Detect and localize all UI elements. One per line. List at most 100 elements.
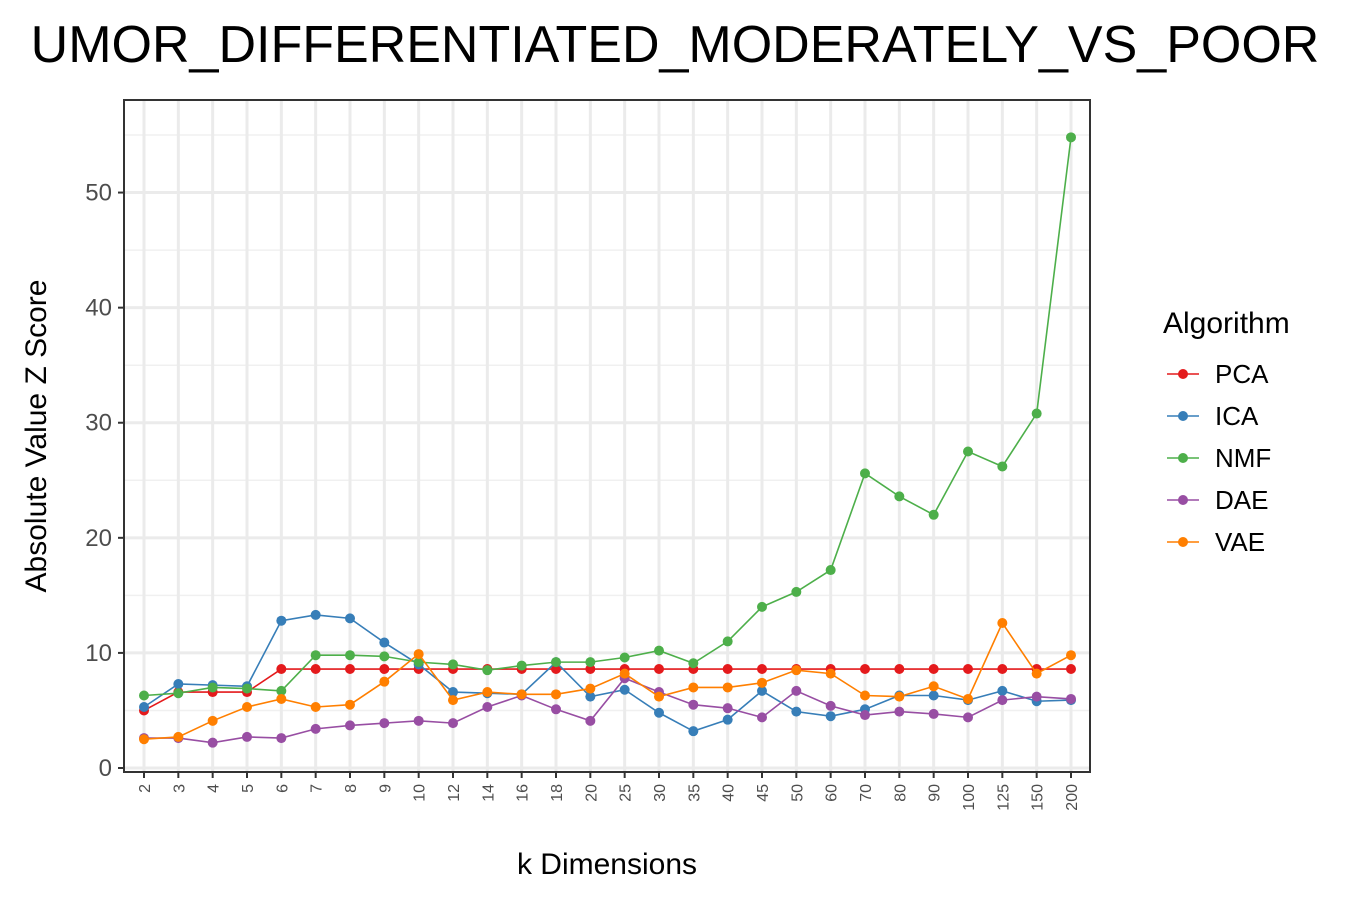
x-tick-label: 200 bbox=[1064, 784, 1081, 811]
x-tick-label: 9 bbox=[377, 784, 394, 793]
data-point-vae bbox=[722, 682, 733, 693]
data-point-nmf bbox=[688, 658, 699, 669]
data-point-dae bbox=[894, 706, 905, 717]
data-point-dae bbox=[860, 710, 870, 721]
x-tick-label: 150 bbox=[1030, 784, 1047, 811]
data-point-nmf bbox=[173, 688, 184, 699]
data-point-dae bbox=[551, 704, 561, 715]
data-point-vae bbox=[688, 682, 699, 693]
data-point-vae bbox=[482, 687, 493, 698]
data-point-vae bbox=[413, 649, 424, 660]
data-point-ica bbox=[825, 711, 836, 722]
data-point-dae bbox=[482, 702, 493, 713]
x-tick-label: 30 bbox=[652, 784, 669, 802]
legend-item-ica: ICA bbox=[1167, 401, 1259, 431]
legend-label: PCA bbox=[1215, 359, 1269, 389]
data-point-vae bbox=[551, 689, 561, 700]
data-point-dae bbox=[1066, 693, 1076, 704]
data-point-vae bbox=[757, 677, 767, 688]
legend-label: VAE bbox=[1215, 527, 1265, 557]
data-point-nmf bbox=[482, 665, 493, 676]
data-point-vae bbox=[139, 734, 149, 745]
data-point-dae bbox=[688, 699, 699, 710]
data-point-nmf bbox=[791, 586, 802, 597]
data-point-vae bbox=[173, 731, 184, 742]
x-tick-label: 60 bbox=[824, 784, 841, 802]
series-nmf bbox=[139, 132, 1076, 701]
data-point-pca bbox=[310, 664, 321, 675]
data-point-pca bbox=[963, 664, 973, 675]
x-tick-label: 40 bbox=[721, 784, 738, 802]
data-point-dae bbox=[722, 703, 733, 714]
data-point-vae bbox=[654, 691, 664, 702]
data-point-ica bbox=[654, 707, 664, 718]
x-tick-label: 12 bbox=[446, 784, 463, 802]
data-point-vae bbox=[791, 665, 802, 676]
data-point-vae bbox=[963, 693, 973, 704]
x-tick-label: 80 bbox=[892, 784, 909, 802]
data-point-nmf bbox=[345, 650, 355, 661]
x-tick-label: 125 bbox=[995, 784, 1012, 811]
data-point-dae bbox=[928, 708, 939, 719]
data-point-vae bbox=[310, 702, 321, 713]
plot-border bbox=[123, 99, 1091, 773]
x-tick-label: 25 bbox=[618, 784, 635, 802]
x-tick-label: 45 bbox=[755, 784, 772, 802]
data-point-ica bbox=[276, 615, 287, 626]
legend-key-point bbox=[1178, 453, 1188, 463]
data-point-nmf bbox=[963, 446, 973, 457]
data-point-ica bbox=[997, 685, 1008, 696]
data-point-dae bbox=[448, 718, 458, 729]
grid-lines bbox=[124, 100, 1090, 772]
series-line-ica bbox=[143, 614, 1072, 733]
legend-item-vae: VAE bbox=[1167, 527, 1265, 557]
data-point-vae bbox=[345, 699, 355, 710]
data-point-dae bbox=[1031, 691, 1042, 702]
x-tick-label: 7 bbox=[309, 784, 326, 793]
data-point-vae bbox=[516, 689, 527, 700]
y-axis: 0 10 20 30 40 50 bbox=[85, 180, 124, 782]
data-point-ica bbox=[310, 609, 321, 620]
data-point-ica bbox=[928, 690, 939, 701]
data-point-dae bbox=[379, 718, 390, 729]
data-point-nmf bbox=[516, 660, 527, 671]
y-axis-title: Absolute Value Z Score bbox=[20, 280, 53, 593]
data-point-pca bbox=[551, 664, 561, 675]
data-point-vae bbox=[379, 676, 390, 687]
data-point-ica bbox=[791, 706, 802, 717]
x-tick-label: 35 bbox=[686, 784, 703, 802]
x-tick-label: 14 bbox=[480, 784, 497, 802]
x-tick-label: 10 bbox=[412, 784, 429, 802]
x-tick-label: 100 bbox=[961, 784, 978, 811]
x-axis: 2 3 4 5 6 7 8 9 10 12 14 16 18 20 25 30 35 40 45 50 60 70 80 90… bbox=[137, 772, 1081, 811]
data-point-pca bbox=[585, 664, 596, 675]
y-tick-label: 0 bbox=[99, 755, 112, 782]
series-line-dae bbox=[144, 677, 1072, 744]
data-point-nmf bbox=[825, 565, 836, 576]
data-point-ica bbox=[345, 613, 355, 624]
data-point-vae bbox=[825, 668, 836, 679]
data-point-nmf bbox=[894, 491, 905, 502]
data-point-ica bbox=[379, 637, 390, 648]
data-point-dae bbox=[997, 695, 1008, 706]
data-point-nmf bbox=[860, 468, 870, 479]
x-tick-label: 16 bbox=[515, 784, 532, 802]
legend-title: Algorithm bbox=[1163, 307, 1290, 340]
data-point-ica bbox=[585, 691, 596, 702]
x-tick-label: 8 bbox=[343, 784, 360, 793]
data-point-ica bbox=[139, 702, 149, 713]
data-point-nmf bbox=[379, 651, 390, 662]
x-tick-label: 20 bbox=[583, 784, 600, 802]
data-point-dae bbox=[310, 723, 321, 734]
x-tick-label: 6 bbox=[274, 784, 291, 793]
legend-key-point bbox=[1178, 537, 1188, 547]
data-point-ica bbox=[173, 678, 184, 689]
data-point-vae bbox=[585, 683, 596, 694]
data-point-dae bbox=[345, 720, 355, 731]
legend-item-dae: DAE bbox=[1167, 485, 1268, 515]
data-point-dae bbox=[791, 685, 802, 696]
series-dae bbox=[139, 673, 1076, 748]
legend: Algorithm PCA ICA NMF DAE VAE bbox=[1163, 307, 1290, 557]
data-point-nmf bbox=[757, 601, 767, 612]
data-point-vae bbox=[997, 617, 1008, 628]
